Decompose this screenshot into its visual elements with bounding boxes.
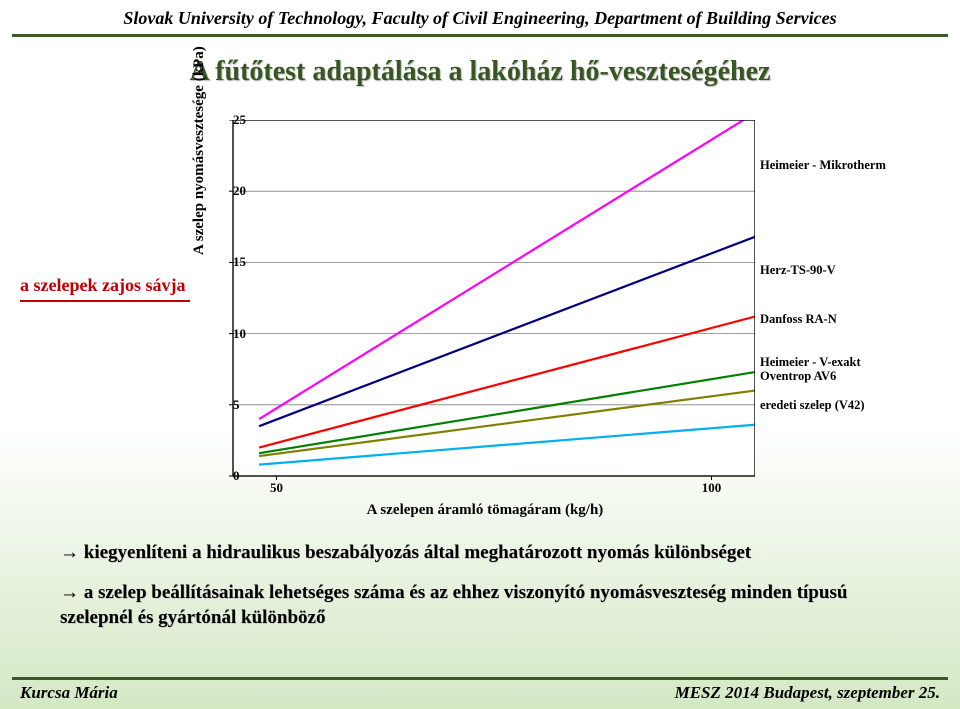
series-label: Oventrop AV6 (760, 369, 836, 384)
bullet-list: → kiegyenlíteni a hidraulikus beszabályo… (60, 540, 910, 645)
bullet-2: → a szelep beállításainak lehetséges szá… (60, 580, 910, 631)
noisy-band-label: a szelepek zajos sávja (20, 275, 185, 296)
series-label: Danfoss RA-N (760, 312, 837, 327)
y-axis-title: A szelep nyomásvesztesége (kPa) (191, 46, 208, 255)
noisy-band-line (20, 300, 190, 302)
header-institution: Slovak University of Technology, Faculty… (0, 8, 960, 29)
series-label: eredeti szelep (V42) (760, 398, 865, 413)
footer-event: MESZ 2014 Budapest, szeptember 25. (675, 683, 940, 703)
series-label: Heimeier - Mikrotherm (760, 158, 886, 173)
x-tick-label: 100 (702, 480, 722, 496)
line-chart (215, 120, 755, 492)
x-axis-title: A szelepen áramló tömagáram (kg/h) (215, 502, 755, 519)
chart-container: A szelep nyomásvesztesége (kPa) 05101520… (215, 120, 755, 490)
series-label: Herz-TS-90-V (760, 263, 836, 278)
x-tick-label: 50 (270, 480, 283, 496)
footer-author: Kurcsa Mária (20, 683, 118, 703)
header-divider (12, 34, 948, 36)
footer-divider (12, 677, 948, 679)
slide-title: A fűtőtest adaptálása a lakóház hő-veszt… (0, 56, 960, 88)
series-label: Heimeier - V-exakt (760, 355, 861, 370)
bullet-1: → kiegyenlíteni a hidraulikus beszabályo… (60, 540, 910, 566)
